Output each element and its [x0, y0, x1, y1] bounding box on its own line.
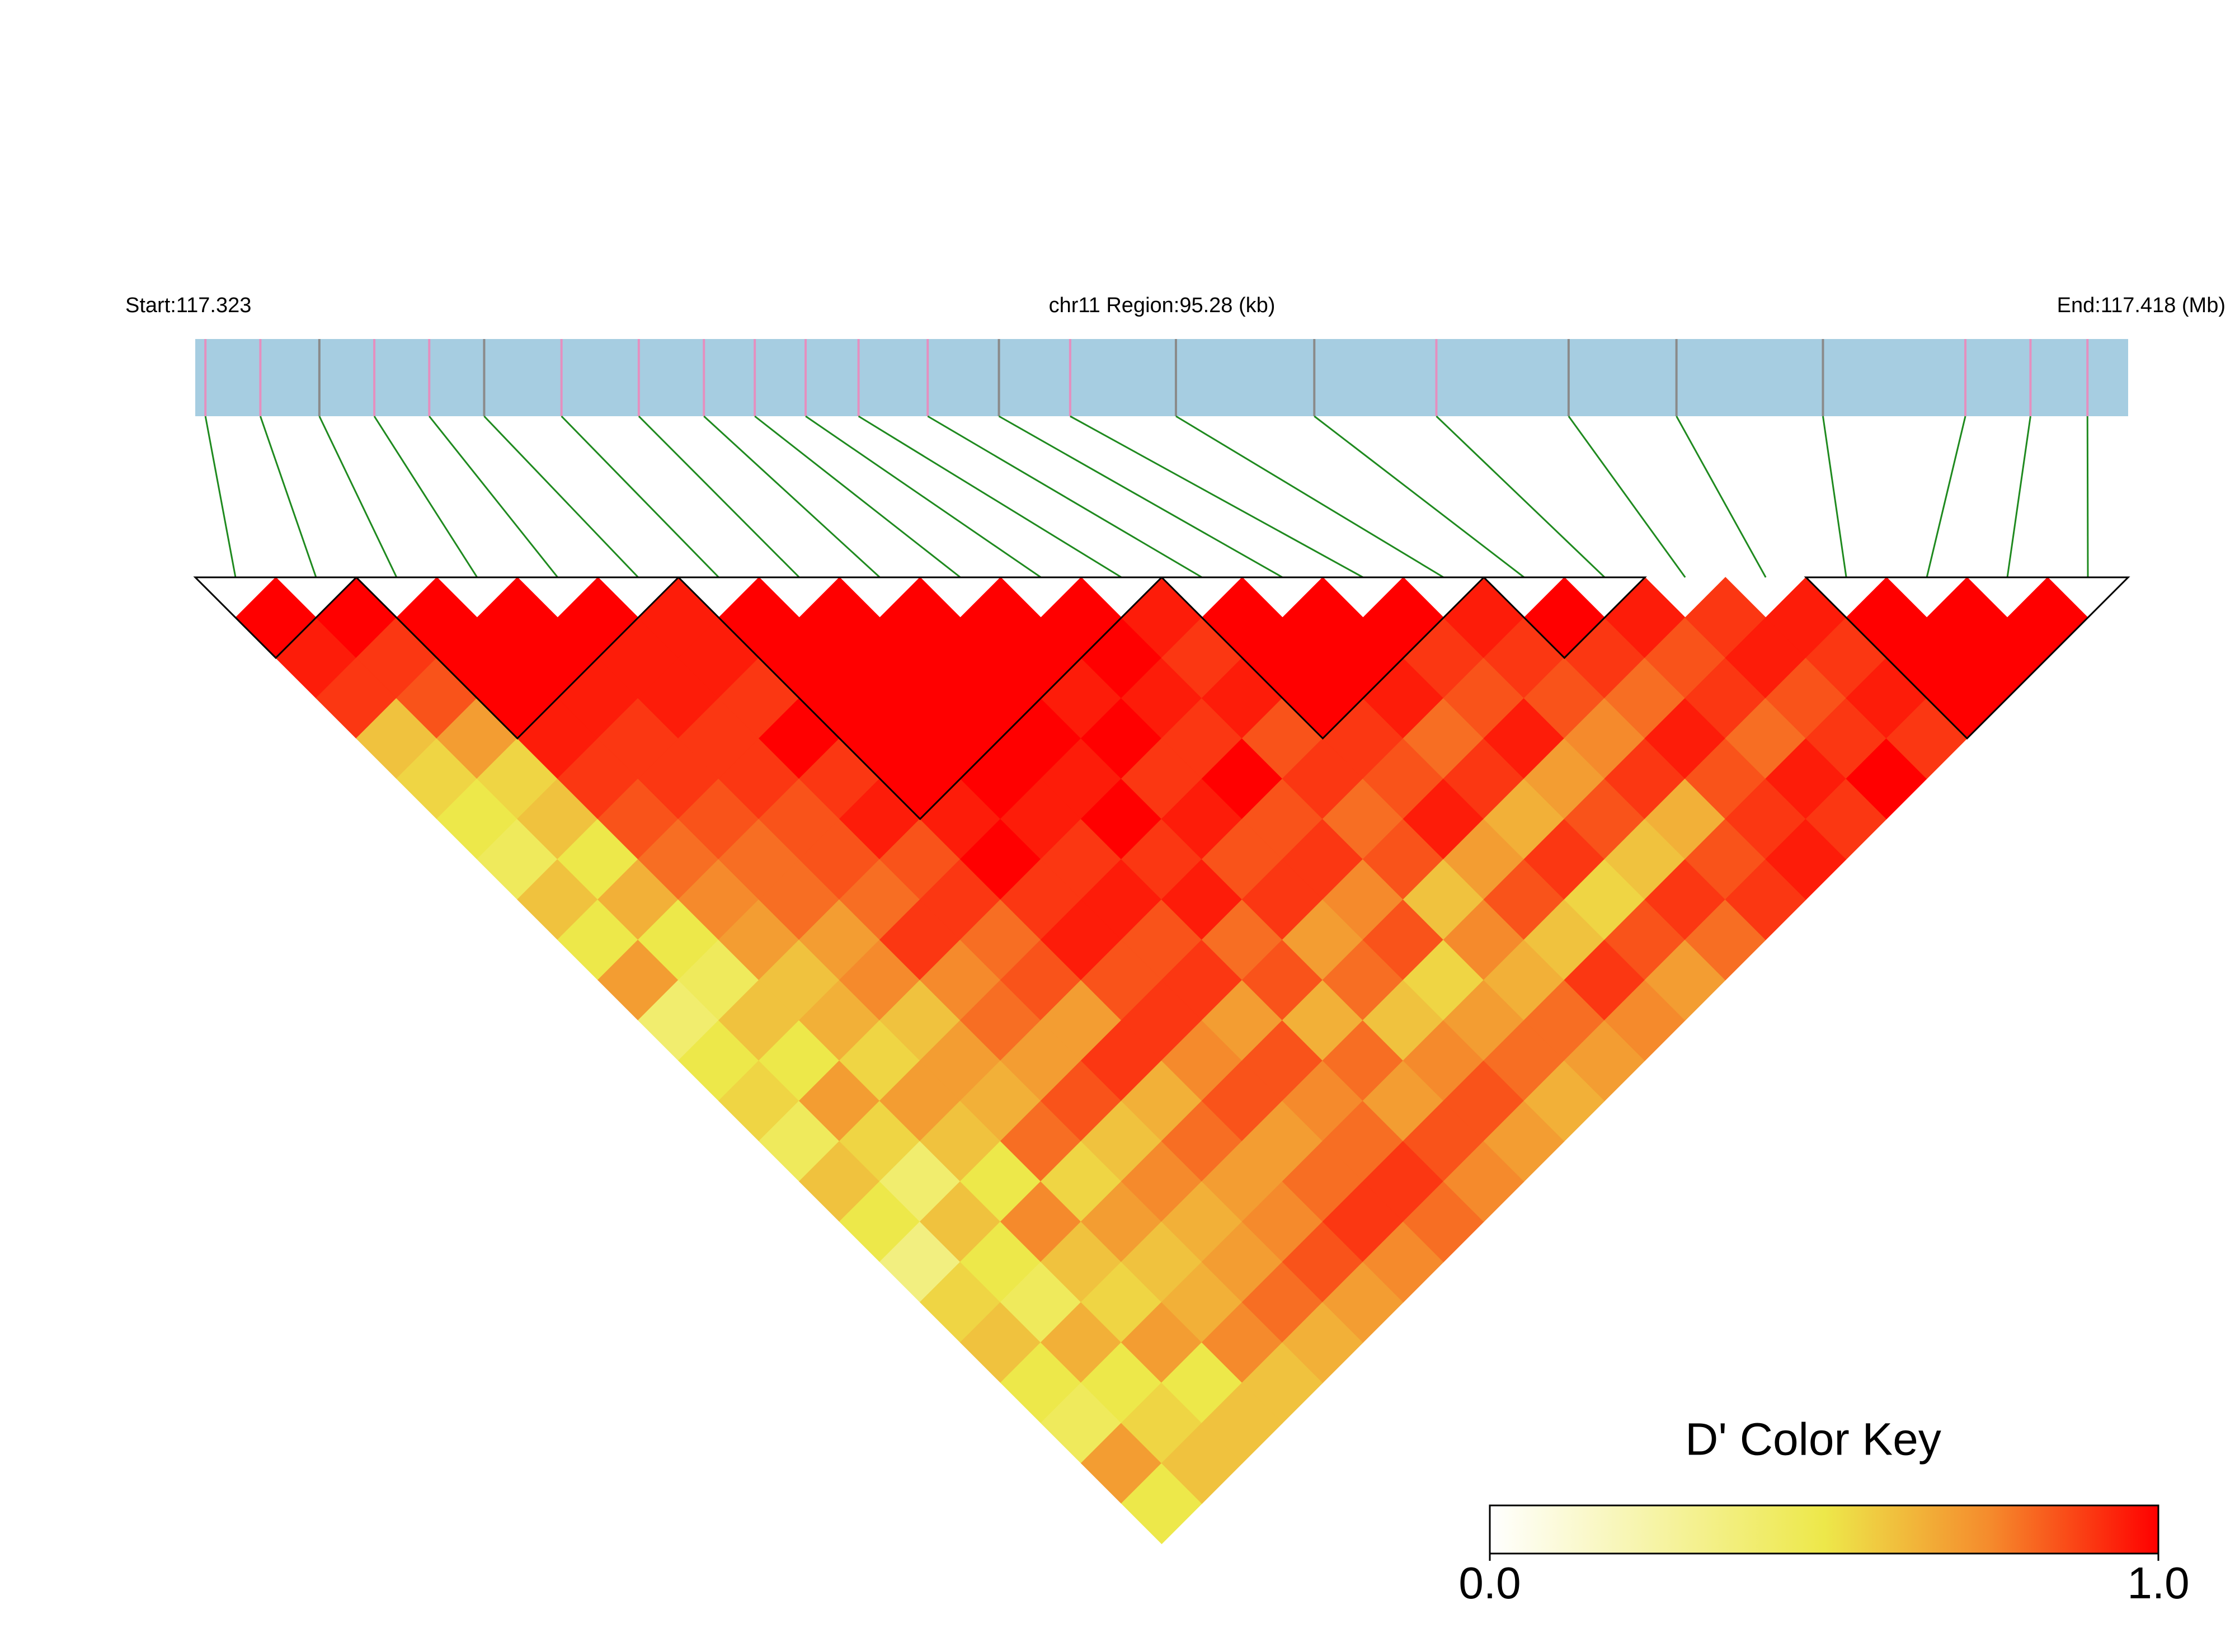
- connector: [373, 416, 478, 578]
- connector: [754, 415, 961, 578]
- colorbar-tick-label: 1.0: [2127, 1558, 2189, 1608]
- connector: [561, 415, 719, 578]
- block-outline: [1481, 576, 1647, 660]
- block-outline: [1804, 576, 2130, 740]
- connector: [2086, 416, 2089, 578]
- connector: [1568, 416, 1686, 578]
- connector: [429, 416, 558, 578]
- connector: [1175, 415, 1444, 578]
- connector: [998, 415, 1283, 578]
- region-label: chr11 Region:95.28 (kb): [1049, 294, 1276, 317]
- connector: [1676, 416, 1767, 578]
- end-label: End:117.418 (Mb): [2057, 294, 2225, 317]
- region-bar: [195, 339, 2128, 416]
- connector: [1822, 416, 1847, 578]
- connector: [2006, 416, 2031, 578]
- connector: [638, 415, 800, 578]
- colorbar: [1489, 1504, 2159, 1555]
- colorbar-tick-label: 0.0: [1458, 1558, 1521, 1608]
- connector: [703, 415, 881, 578]
- blocks: [193, 576, 2130, 820]
- connector: [318, 416, 398, 578]
- connector: [1436, 415, 1606, 578]
- connector: [1314, 415, 1525, 578]
- colorbar-title: D' Color Key: [1685, 1414, 1941, 1465]
- colorbar-ticks: 0.0 1.0: [1458, 1554, 2190, 1608]
- connector: [1070, 415, 1364, 578]
- connector: [259, 416, 317, 578]
- connector: [483, 415, 639, 578]
- block-outline: [1159, 576, 1486, 740]
- start-label: Start:117.323: [125, 294, 251, 317]
- block-outline: [354, 576, 681, 740]
- block-outline: [193, 576, 359, 660]
- marker-bar: [195, 339, 2128, 416]
- connectors: [204, 415, 2089, 578]
- heatmap: [235, 577, 2088, 1545]
- connector: [927, 415, 1203, 578]
- connector: [858, 415, 1122, 578]
- block-outline: [676, 576, 1164, 820]
- connector: [204, 416, 237, 578]
- connector: [1926, 416, 1966, 578]
- connector: [805, 415, 1042, 578]
